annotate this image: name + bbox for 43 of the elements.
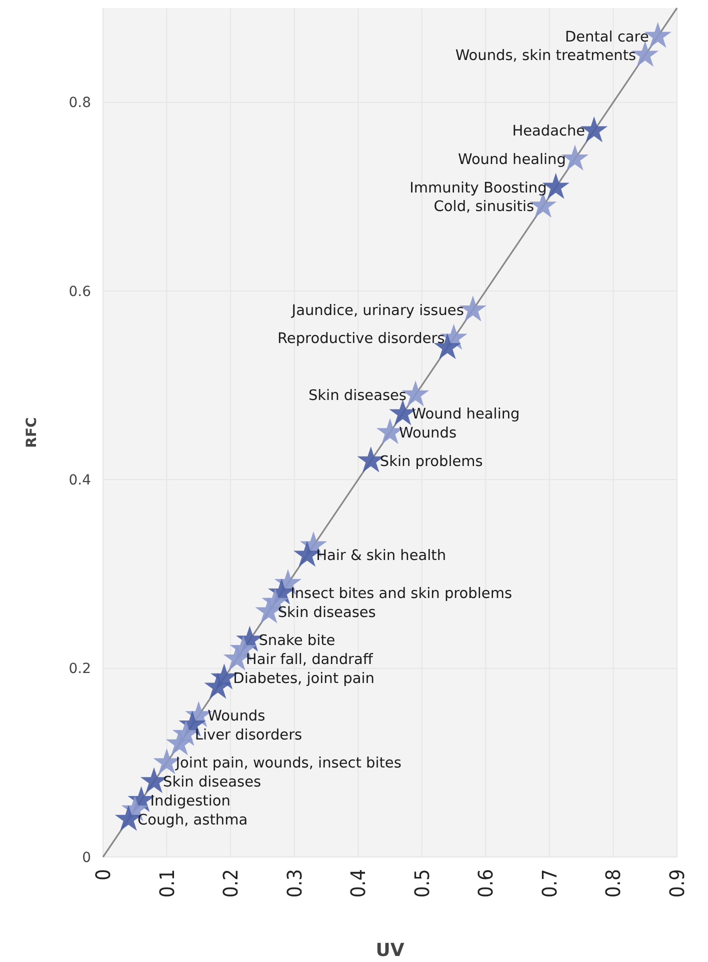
- annotation: Immunity Boosting: [410, 180, 547, 196]
- annotation: Wound healing: [412, 406, 520, 423]
- x-tick-label: 0: [91, 869, 115, 880]
- point: [204, 672, 232, 699]
- y-axis-title: RFC: [24, 417, 40, 448]
- annotation: Cold, sinusitis: [434, 199, 534, 216]
- annotation: Hair & skin health: [316, 548, 446, 564]
- annotation: Indigestion: [150, 793, 230, 810]
- x-tick-label: 0.2: [218, 869, 243, 898]
- annotation: Insect bites and skin problems: [290, 586, 512, 602]
- annotation: Liver disorders: [194, 727, 302, 744]
- x-tick-label: 0.9: [665, 869, 689, 898]
- y-tick-label: 0.8: [68, 95, 91, 112]
- x-tick-label: 0.8: [601, 869, 626, 898]
- annotation: Snake bite: [258, 633, 336, 650]
- annotation: Headache: [512, 124, 586, 140]
- y-tick-label: 0: [82, 850, 91, 866]
- annotation: Reproductive disorders: [278, 331, 445, 348]
- annotation: Jaundice, urinary issues: [290, 302, 464, 319]
- x-tick-label: 0.1: [154, 869, 179, 898]
- annotation: Hair fall, dandraff: [246, 652, 374, 668]
- annotation: Dental care: [564, 29, 649, 46]
- x-tick-label: 0.4: [346, 869, 370, 898]
- x-tick-label: 0.7: [537, 869, 562, 898]
- point: [166, 729, 194, 756]
- annotation: Wounds: [208, 708, 266, 725]
- annotation: Joint pain, wounds, insect bites: [174, 756, 402, 772]
- x-tick-label: 0.6: [474, 869, 498, 898]
- annotation: Cough, asthma: [138, 812, 248, 828]
- annotation: Skin diseases: [308, 388, 407, 404]
- annotation: Wounds: [399, 426, 456, 442]
- y-tick-label: 0.6: [68, 284, 92, 300]
- y-tick-label: 0.4: [68, 472, 92, 489]
- x-tick-label: 0.5: [410, 869, 434, 898]
- annotation: Skin problems: [380, 454, 483, 470]
- y-tick-label: 0.2: [68, 661, 91, 678]
- x-axis-title: UV: [376, 940, 404, 961]
- annotation: Skin diseases: [278, 604, 376, 621]
- annotation: Wound healing: [458, 152, 566, 168]
- annotation: Skin diseases: [163, 774, 262, 791]
- x-tick-label: 0.3: [282, 869, 306, 898]
- annotation: Diabetes, joint pain: [233, 670, 374, 687]
- annotation: Wounds, skin treatments: [455, 48, 636, 64]
